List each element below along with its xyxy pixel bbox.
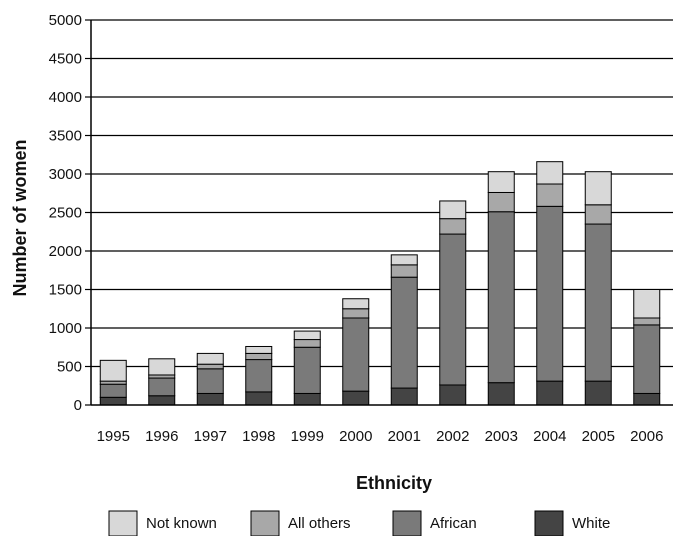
bar-segment-african bbox=[245, 359, 273, 393]
x-tick-label: 2003 bbox=[485, 428, 518, 445]
legend-label: White bbox=[572, 515, 610, 532]
axes: 0 500 1000 1500 2000 2500 3000 3500 4000 4500 5000… bbox=[49, 12, 673, 445]
x-tick-label: 1996 bbox=[145, 428, 178, 445]
bar-segment-white bbox=[487, 382, 515, 406]
bar-segment-not-known bbox=[439, 200, 467, 220]
bars bbox=[99, 161, 661, 406]
y-axis-title: Number of women bbox=[10, 139, 30, 296]
x-tick-label: 2004 bbox=[533, 428, 566, 445]
x-tick-label: 2006 bbox=[630, 428, 663, 445]
bar-segment-white bbox=[245, 391, 273, 406]
bar-segment-white bbox=[536, 380, 564, 406]
y-tick-label: 3000 bbox=[49, 166, 82, 183]
legend: Not known All others African White bbox=[108, 510, 610, 536]
bar-segment-african bbox=[196, 368, 224, 394]
y-tick-label: 5000 bbox=[49, 12, 82, 29]
y-tick-label: 1500 bbox=[49, 282, 82, 299]
legend-swatch bbox=[392, 510, 422, 536]
bar-segment-african bbox=[148, 377, 176, 397]
bar-segment-all-others bbox=[293, 339, 321, 348]
bar-segment-white bbox=[633, 392, 661, 406]
legend-label: Not known bbox=[146, 515, 217, 532]
bar-segment-all-others bbox=[342, 308, 370, 319]
x-tick-label: 1995 bbox=[97, 428, 130, 445]
legend-swatch bbox=[250, 510, 280, 536]
bar-segment-not-known bbox=[148, 358, 176, 376]
bar-segment-not-known bbox=[245, 345, 273, 354]
bar-segment-african bbox=[390, 276, 418, 389]
bar-segment-all-others bbox=[487, 191, 515, 213]
x-tick-label: 1997 bbox=[194, 428, 227, 445]
x-tick-label: 2005 bbox=[582, 428, 615, 445]
bar-segment-not-known bbox=[196, 352, 224, 365]
x-axis-title: Ethnicity bbox=[356, 473, 432, 493]
bar-segment-not-known bbox=[487, 171, 515, 193]
legend-label: African bbox=[430, 515, 477, 532]
bar-segment-all-others bbox=[390, 264, 418, 278]
y-tick-label: 1000 bbox=[49, 320, 82, 337]
bar-segment-white bbox=[390, 387, 418, 406]
y-tick-label: 0 bbox=[74, 397, 82, 414]
bar-segment-african bbox=[536, 205, 564, 382]
bar-segment-white bbox=[439, 384, 467, 406]
y-tick-label: 4500 bbox=[49, 51, 82, 68]
bar-segment-not-known bbox=[342, 298, 370, 310]
bar-segment-white bbox=[196, 392, 224, 406]
bar-segment-african bbox=[342, 317, 370, 392]
legend-label: All others bbox=[288, 515, 351, 532]
bar-segment-all-others bbox=[196, 363, 224, 370]
x-tick-label: 2000 bbox=[339, 428, 372, 445]
x-tick-label: 2002 bbox=[436, 428, 469, 445]
bar-segment-not-known bbox=[536, 161, 564, 185]
bar-segment-not-known bbox=[584, 171, 612, 206]
bar-segment-not-known bbox=[390, 254, 418, 266]
y-tick-label: 3500 bbox=[49, 128, 82, 145]
bar-segment-white bbox=[99, 396, 127, 406]
bar-segment-all-others bbox=[536, 183, 564, 207]
x-tick-label: 2001 bbox=[388, 428, 421, 445]
bar-segment-all-others bbox=[584, 204, 612, 225]
legend-swatch bbox=[108, 510, 138, 536]
bar-segment-african bbox=[439, 233, 467, 386]
bar-segment-african bbox=[584, 223, 612, 382]
bar-segment-not-known bbox=[293, 330, 321, 341]
bar-segment-african bbox=[293, 346, 321, 394]
bar-segment-african bbox=[633, 324, 661, 394]
bar-segment-all-others bbox=[633, 317, 661, 326]
legend-swatch bbox=[534, 510, 564, 536]
y-tick-label: 2000 bbox=[49, 243, 82, 260]
bar-segment-white bbox=[584, 380, 612, 406]
bar-segment-african bbox=[487, 211, 515, 384]
x-tick-label: 1998 bbox=[242, 428, 275, 445]
y-tick-label: 2500 bbox=[49, 205, 82, 222]
bar-segment-african bbox=[99, 383, 127, 398]
y-tick-label: 4000 bbox=[49, 89, 82, 106]
bar-segment-not-known bbox=[99, 359, 127, 382]
bar-segment-white bbox=[293, 392, 321, 406]
bar-segment-all-others bbox=[245, 352, 273, 361]
x-tick-label: 1999 bbox=[291, 428, 324, 445]
grid bbox=[91, 19, 673, 368]
bar-segment-white bbox=[342, 390, 370, 406]
bar-segment-not-known bbox=[633, 289, 661, 319]
y-tick-label: 500 bbox=[57, 359, 82, 376]
bar-segment-white bbox=[148, 395, 176, 406]
bar-segment-all-others bbox=[439, 218, 467, 235]
